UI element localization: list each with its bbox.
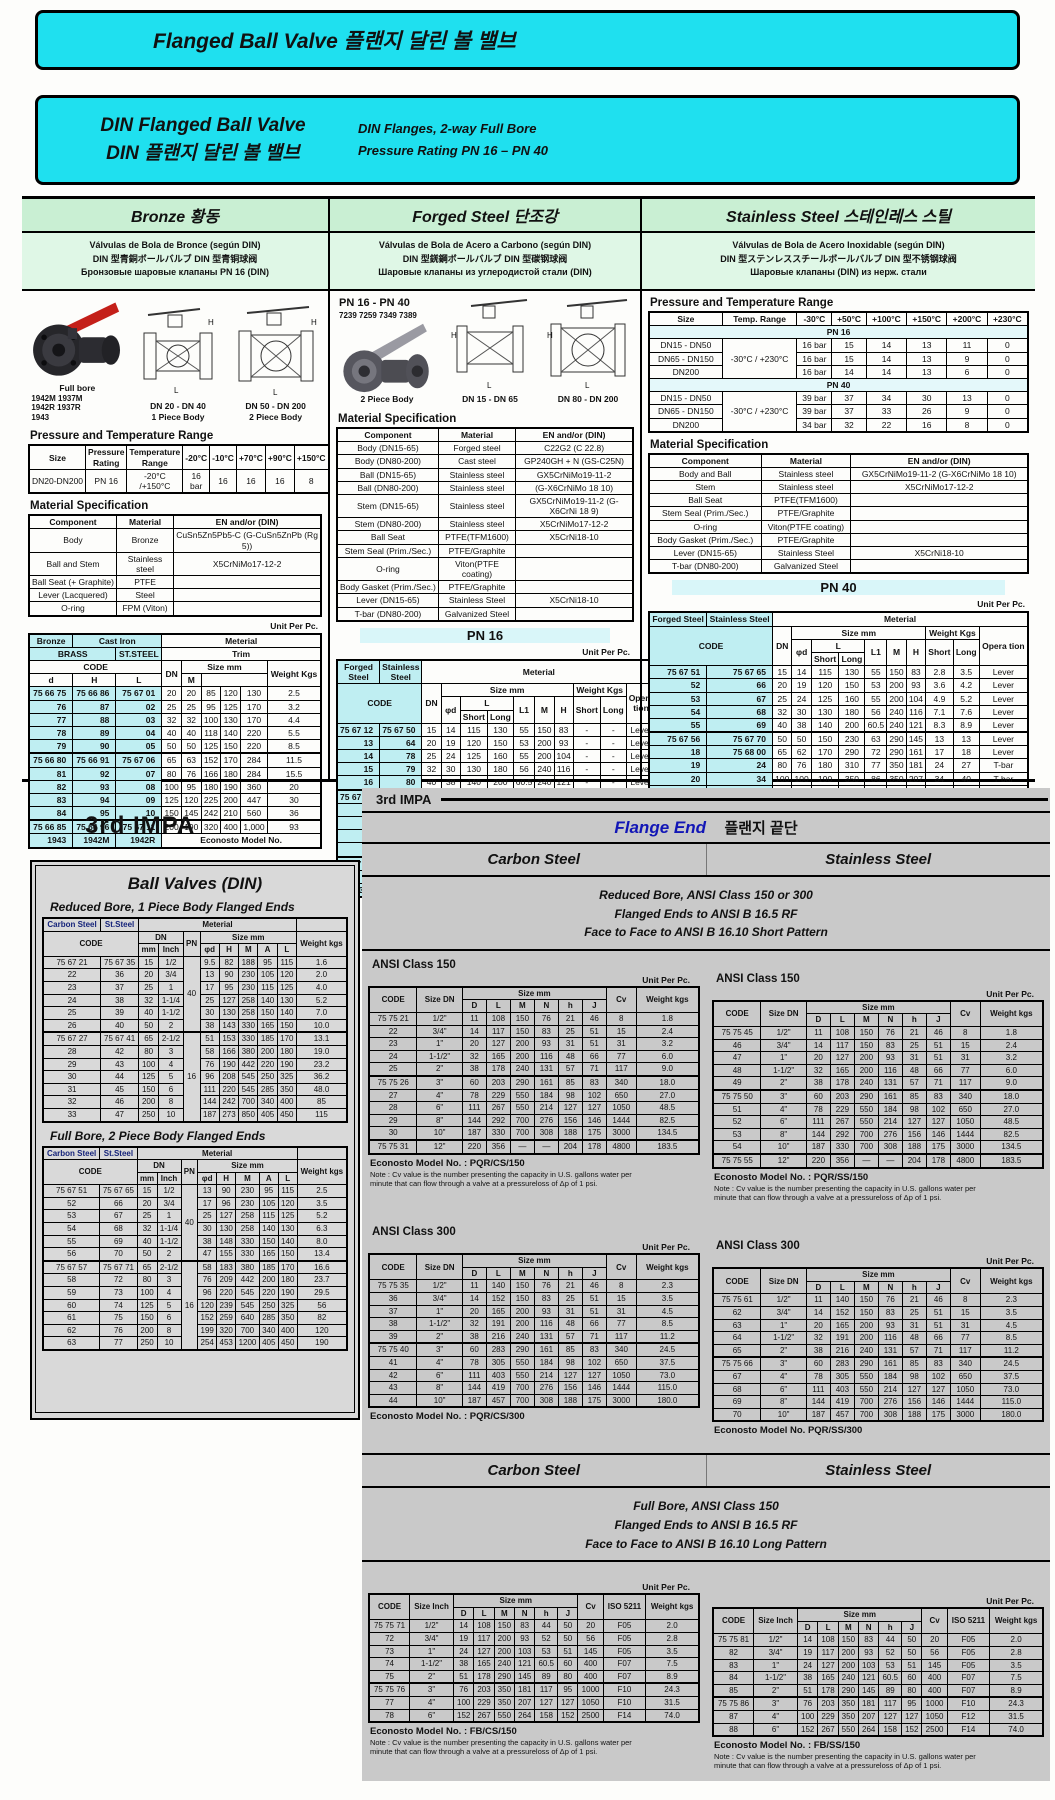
stainless-ansi150: ANSI Class 150 Unit Per Pc. CODE Size DN S… xyxy=(706,951,1050,1204)
bronze-subheader: Válvulas de Bola de Bronce (según DIN) D… xyxy=(22,233,328,291)
bronze-images: Full bore 1942M 1937M 1942R 1937R 1943 xyxy=(22,291,328,424)
forged-valve-photo xyxy=(343,324,429,393)
ansi300-row: ANSI Class 300 Unit Per Pc. CODE Size DN S… xyxy=(362,1204,1050,1439)
stainless-ansi300: ANSI Class 300 Unit Per Pc. CODE Size DN S… xyxy=(706,1204,1050,1439)
bronze-ms-heading: Material Specification xyxy=(30,500,149,513)
flange-end-box: 3rd IMPA Flange End 플랜지 끝단 Carbon Steel … xyxy=(362,788,1050,1781)
din-title-bar: DIN Flanged Ball Valve DIN 플랜지 달린 볼 밸브 D… xyxy=(35,95,1020,185)
carbon-fullbore-table: CODE Size Inch Size mm Cv ISO 5211 Weight kgs… xyxy=(368,1593,700,1724)
din-title: DIN Flanged Ball Valve DIN 플랜지 달린 볼 밸브 xyxy=(100,114,306,165)
carbon-ansi150: ANSI Class 150 Unit Per Pc. CODE Size DN S… xyxy=(362,951,706,1204)
forged-pn-band: PN 16 xyxy=(360,627,610,643)
bronze-drawing-1piece: L H xyxy=(143,308,214,395)
model-cs150: Econosto Model No. : PQR/CS/150 xyxy=(370,1157,525,1169)
stainless-steel-header-2: Stainless Steel xyxy=(705,1455,1051,1487)
carbon-steel-header: Carbon Steel xyxy=(487,851,581,868)
stainless-steel-header: Stainless Steel xyxy=(705,844,1051,875)
forged-subheader: Válvulas de Bola de Acero a Carbono (seg… xyxy=(330,233,640,291)
forged-ms-table: Component Material EN and/or (DIN) Body (DN… xyxy=(336,426,634,622)
page-title: Flanged Ball Valve 플랜지 달린 볼 밸브 xyxy=(153,30,516,53)
section-bronze: Bronze 황동 Válvulas de Bola de Bronce (se… xyxy=(22,199,330,849)
bronze-photo-caption: Full bore 1942M 1937M 1942R 1937R 1943 xyxy=(31,383,96,422)
stainless-pt-table: Size Temp. Range -30°C +50°C +100°C +150°C +20… xyxy=(648,311,1029,433)
forged-ms-heading: Material Specification xyxy=(338,412,457,425)
carbon-ansi300: ANSI Class 300 Unit Per Pc. CODE Size DN S… xyxy=(362,1204,706,1439)
fullbore-tables-row: Unit Per Pc. CODE Size Inch Size mm Cv ISO 5… xyxy=(362,1562,1050,1773)
svg-text:L: L xyxy=(487,381,492,390)
full-bore-spec: Full Bore, ANSI Class 150 Flanged Ends t… xyxy=(362,1488,1050,1563)
stainless-fullbore-table: CODE Size Inch Size mm Cv ISO 5211 Weight kgs… xyxy=(712,1607,1044,1738)
impa-reduced-table: Carbon Steel St.Steel Meterial CODE DN PN Size… xyxy=(42,917,348,1123)
bronze-code-table: Bronze Cast Iron Meterial BRASS ST.STEEL Trim… xyxy=(28,632,322,849)
model-ss300: Econosto Model No. PQR/SS/300 xyxy=(714,1425,863,1437)
stainless-header: Stainless Steel 스테인레스 스틸 xyxy=(642,199,1035,233)
impa-fullbore-title: Full Bore, 2 Piece Body Flanged Ends xyxy=(50,1128,266,1143)
stainless-pn-band: PN 40 xyxy=(672,580,1005,596)
svg-text:H: H xyxy=(208,318,214,327)
bronze-drawing-2piece: L H xyxy=(238,306,317,397)
main-title-bar: Flanged Ball Valve 플랜지 달린 볼 밸브 xyxy=(35,10,1020,70)
impa-left-heading: 3rd IMPA xyxy=(85,812,196,839)
svg-text:L: L xyxy=(174,386,179,395)
stainless-ms-table: Component Material EN and/or (DIN) Body and… xyxy=(648,452,1029,575)
stainless-ms-heading: Material Specification xyxy=(650,438,769,451)
svg-text:H: H xyxy=(547,331,553,340)
rule-line xyxy=(441,798,1048,801)
svg-text:H: H xyxy=(311,318,317,327)
ansi150-row: ANSI Class 150 Unit Per Pc. CODE Size DN S… xyxy=(362,951,1050,1204)
forged-header: Forged Steel 단조강 xyxy=(330,199,640,233)
fullbore-column-headers: Carbon Steel Stainless Steel xyxy=(362,1453,1051,1489)
forged-model-codes: 7239 7259 7349 7389 xyxy=(339,310,417,320)
impa-fullbore-table: Carbon Steel St.Steel Meterial CODE DN PN Size… xyxy=(42,1145,348,1351)
bronze-pt-heading: Pressure and Temperature Range xyxy=(30,430,214,443)
stainless-pt-heading: Pressure and Temperature Range xyxy=(650,297,834,309)
bronze-valve-photo xyxy=(33,302,121,376)
stainless-subheader: Válvulas de Bola de Acero Inoxidable (se… xyxy=(642,233,1035,291)
model-fbcs: Econosto Model No. : FB/CS/150 xyxy=(370,1726,517,1738)
section-forged: Forged Steel 단조강 Válvulas de Bola de Ace… xyxy=(328,199,658,899)
impa-left-box: Ball Valves (DIN) Reduced Bore, 1 Piece … xyxy=(30,860,360,1420)
svg-text:L: L xyxy=(585,381,590,390)
stainless-unit-label: Unit Per Pc. xyxy=(977,599,1025,610)
upper-sections: Bronze 황동 Válvulas de Bola de Bronce (se… xyxy=(22,196,1035,899)
carbon-steel-header-2: Carbon Steel xyxy=(487,1462,581,1480)
bronze-pt-table: Size Pressure Rating Temperature Range -20°… xyxy=(28,444,330,495)
forged-drawing-large: L H xyxy=(547,299,628,390)
section-stainless: Stainless Steel 스테인레스 스틸 Válvulas de Bol… xyxy=(640,199,1035,841)
bronze-ms-table: Component Material EN and/or (DIN) Body Bron… xyxy=(28,514,322,617)
model-cs300: Econosto Model No. : PQR/CS/300 xyxy=(370,1411,525,1423)
stainless-fullbore: Unit Per Pc. CODE Size Inch Size mm Cv ISO 5… xyxy=(706,1562,1050,1773)
bronze-header: Bronze 황동 xyxy=(22,199,328,233)
flange-end-title: Flange End 플랜지 끝단 xyxy=(362,811,1050,844)
impa-right-heading: 3rd IMPA xyxy=(376,792,432,807)
forged-unit-label: Unit Per Pc. xyxy=(582,646,630,657)
forged-drawing-small: L H xyxy=(451,299,528,390)
flange-end-column-headers: Carbon Steel Stainless Steel xyxy=(362,844,1050,877)
model-fbss: Econosto Model No. : FB/SS/150 xyxy=(714,1740,861,1752)
carbon-fullbore: Unit Per Pc. CODE Size Inch Size mm Cv ISO 5… xyxy=(362,1562,706,1773)
svg-text:L: L xyxy=(273,388,278,397)
reduced-bore-spec: Reduced Bore, ANSI Class 150 or 300 Flan… xyxy=(362,877,1050,951)
impa-box-title: Ball Valves (DIN) xyxy=(127,874,263,893)
impa-reduced-title: Reduced Bore, 1 Piece Body Flanged Ends xyxy=(50,900,295,914)
model-ss150: Econosto Model No. : PQR/SS/150 xyxy=(714,1171,869,1183)
bronze-unit-label: Unit Per Pc. xyxy=(270,620,318,631)
din-subtitle: DIN Flanges, 2-way Full Bore Pressure Ra… xyxy=(358,120,549,158)
svg-text:H: H xyxy=(451,331,457,340)
forged-images: PN 16 - PN 40 7239 7259 7349 7389 2 Piec… xyxy=(330,291,640,407)
